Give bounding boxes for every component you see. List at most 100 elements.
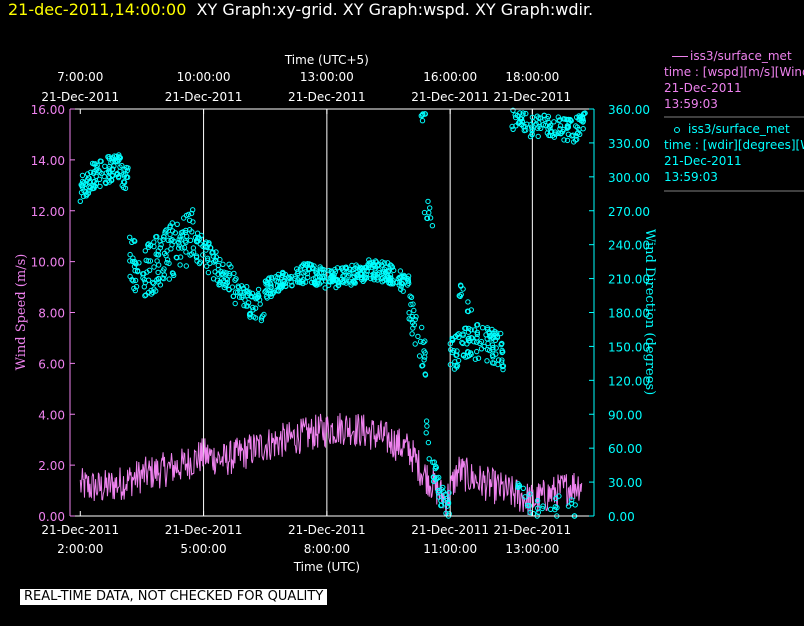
wind-direction-point-893 — [553, 495, 559, 502]
wind-direction-point-222 — [154, 233, 160, 240]
top-tick-time-0: 7:00:00 — [57, 70, 103, 84]
wind-direction-point-688 — [351, 279, 358, 285]
wind-direction-point-755 — [433, 463, 439, 470]
wind-direction-point-694 — [370, 271, 376, 277]
wind-direction-point-138 — [189, 229, 195, 235]
legend-speed-desc: time : [wspd][m/s][Wind — [664, 65, 804, 79]
wind-direction-point-716 — [407, 293, 413, 299]
wind-direction-point-689 — [354, 272, 361, 278]
wind-direction-point-532 — [305, 274, 311, 280]
bottom-tick-date-4: 21-Dec-2011 — [494, 523, 572, 537]
wind-direction-point-722 — [421, 357, 427, 363]
wind-direction-point-864 — [464, 341, 470, 347]
wind-direction-point-789 — [479, 325, 486, 331]
wind-direction-point-162 — [183, 263, 190, 269]
wind-direction-point-219 — [167, 224, 173, 231]
header-datetime: 21-dec-2011,14:00:00 — [8, 0, 187, 19]
wind-direction-point-969 — [512, 114, 519, 121]
wind-direction-point-904 — [540, 503, 546, 509]
wind-direction-point-760 — [423, 418, 430, 424]
wind-direction-point-906 — [568, 500, 575, 507]
wind-direction-point-720 — [410, 301, 416, 307]
wind-direction-point-652 — [351, 273, 357, 279]
wind-direction-point-1025 — [558, 131, 564, 137]
wind-direction-point-1033 — [518, 121, 525, 128]
wind-direction-point-309 — [203, 247, 209, 253]
wind-direction-point-991 — [509, 123, 515, 130]
wind-direction-point-708 — [421, 348, 427, 354]
wind-direction-point-201 — [185, 211, 192, 218]
wind-direction-point-206 — [142, 293, 148, 299]
wind-direction-point-203 — [180, 229, 186, 235]
wind-direction-point-692 — [405, 276, 411, 282]
wind-direction-point-376 — [212, 269, 218, 275]
wind-direction-point-645 — [340, 267, 346, 273]
wind-direction-point-256 — [205, 269, 212, 276]
wind-direction-point-873 — [454, 364, 460, 370]
wind-direction-point-147 — [151, 239, 157, 245]
wind-direction-point-880 — [460, 286, 466, 292]
wind-direction-point-1045 — [425, 198, 431, 205]
wind-direction-point-1026 — [574, 114, 580, 121]
wind-direction-point-967 — [513, 123, 519, 129]
wind-direction-point-108 — [108, 177, 114, 183]
top-tick-date-2: 21-Dec-2011 — [288, 90, 366, 104]
wind-direction-point-131 — [183, 227, 189, 234]
wind-direction-point-19 — [106, 166, 112, 172]
wind-direction-point-360 — [197, 241, 203, 247]
wind-direction-point-341 — [244, 289, 251, 295]
wind-direction-point-216 — [134, 268, 141, 275]
wind-direction-point-31 — [77, 198, 84, 205]
wind-direction-point-306 — [200, 252, 206, 258]
wind-direction-point-996 — [572, 137, 579, 143]
wind-direction-point-662 — [273, 274, 279, 280]
wind-direction-point-226 — [166, 260, 172, 267]
wind-direction-point-211 — [161, 266, 167, 272]
wind-direction-point-992 — [557, 123, 564, 129]
wind-direction-point-752 — [438, 486, 445, 493]
wind-direction-point-165 — [161, 275, 167, 282]
wind-direction-point-754 — [444, 503, 450, 509]
wind-direction-point-1015 — [582, 110, 588, 116]
wind-direction-point-260 — [194, 258, 200, 264]
wind-direction-point-872 — [468, 327, 474, 333]
wind-direction-point-650 — [329, 270, 335, 276]
wind-direction-point-221 — [127, 273, 133, 280]
wind-direction-point-367 — [223, 270, 230, 276]
wind-direction-point-343 — [208, 245, 214, 251]
wind-direction-point-347 — [250, 304, 256, 311]
wind-direction-point-1031 — [546, 120, 552, 126]
wind-direction-point-278 — [226, 287, 232, 293]
wind-direction-point-208 — [147, 242, 154, 249]
wind-direction-point-112 — [151, 264, 157, 270]
wind-direction-point-608 — [390, 281, 396, 287]
top-tick-date-1: 21-Dec-2011 — [165, 90, 243, 104]
legend-direction-marker-icon — [674, 126, 680, 133]
right-tick-label-2: 60.00 — [608, 442, 642, 456]
wind-direction-point-247 — [176, 242, 182, 248]
wind-direction-point-870 — [484, 326, 491, 333]
wind-direction-point-984 — [535, 133, 541, 140]
wind-direction-point-174 — [141, 284, 148, 290]
wind-direction-point-248 — [141, 271, 147, 277]
wind-direction-point-1044 — [429, 223, 436, 229]
wind-direction-point-210 — [150, 289, 156, 296]
wind-direction-point-77 — [86, 187, 92, 194]
wind-direction-point-344 — [206, 240, 212, 246]
left-axis-title: Wind Speed (m/s) — [14, 254, 29, 371]
wind-direction-point-711 — [422, 354, 428, 360]
wind-direction-point-102 — [106, 154, 112, 160]
wind-direction-point-668 — [385, 269, 391, 275]
wind-direction-point-910 — [535, 509, 541, 516]
wind-direction-point-83 — [102, 179, 109, 186]
wind-direction-point-913 — [516, 482, 523, 489]
right-tick-label-8: 240.00 — [608, 239, 650, 253]
wind-direction-point-473 — [263, 288, 269, 294]
wind-direction-point-101 — [96, 168, 102, 174]
right-tick-label-5: 150.00 — [608, 340, 650, 354]
wind-direction-point-666 — [383, 276, 390, 283]
wind-direction-point-160 — [132, 277, 139, 284]
wind-direction-point-155 — [165, 237, 171, 244]
wind-direction-point-1001 — [564, 116, 570, 123]
wind-direction-point-888 — [524, 502, 531, 509]
